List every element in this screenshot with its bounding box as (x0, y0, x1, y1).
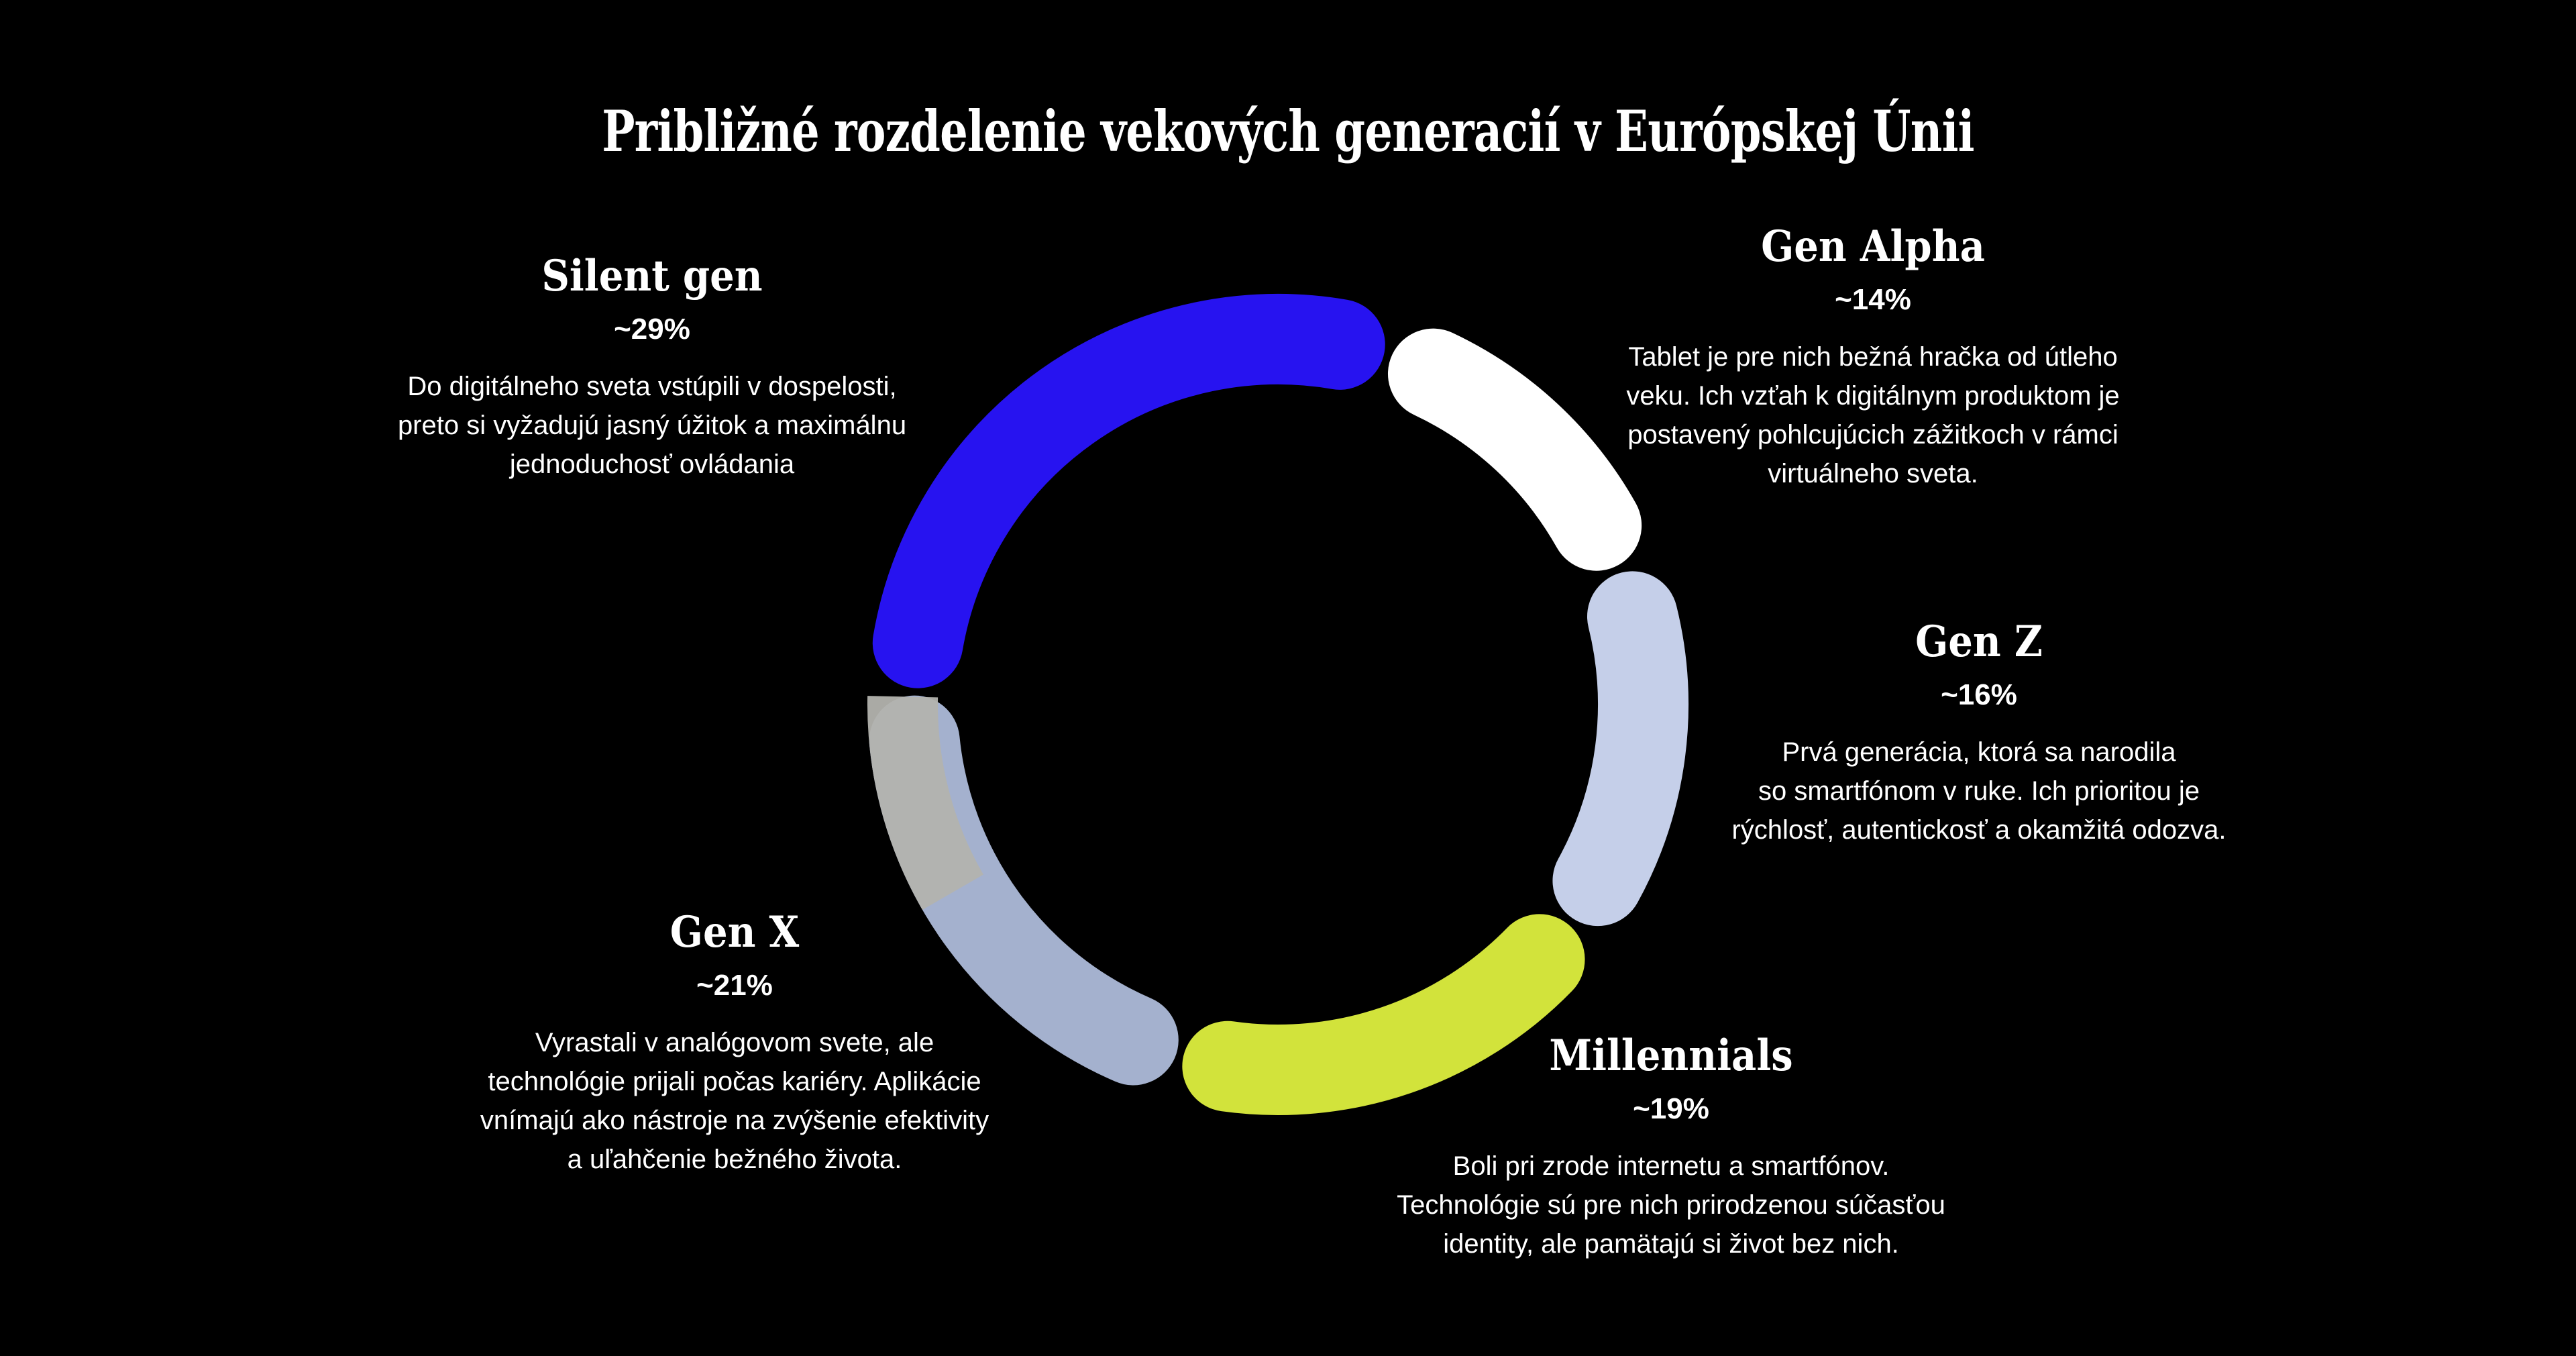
gen-block-gen-alpha: Gen Alpha ~14% Tablet je pre nich bežná … (1538, 225, 2208, 493)
donut-segment-gen-z (1552, 571, 1688, 927)
gen-block-gen-x: Gen X ~21% Vyrastali v analógovom svete,… (399, 911, 1070, 1179)
gen-heading-silent-gen: Silent gen (541, 251, 763, 301)
gen-description-gen-z: Prvá generácia, ktorá sa narodila so sma… (1731, 737, 2226, 845)
gen-description-gen-alpha: Tablet je pre nich bežná hračka od útleh… (1626, 342, 2120, 488)
gen-percent-gen-alpha: ~14% (1835, 283, 1911, 316)
gen-heading-gen-x: Gen X (669, 907, 800, 957)
gen-percent-gen-x: ~21% (696, 969, 773, 1002)
gen-heading-gen-z: Gen Z (1915, 617, 2043, 667)
gen-description-gen-x: Vyrastali v analógovom svete, ale techno… (480, 1027, 989, 1174)
gen-block-silent-gen: Silent gen ~29% Do digitálneho sveta vst… (317, 255, 987, 484)
gen-description-silent-gen: Do digitálneho sveta vstúpili v dospelos… (397, 371, 907, 479)
gen-percent-gen-z: ~16% (1941, 678, 2017, 711)
gray-highlight-band (867, 696, 984, 910)
gen-heading-millennials: Millennials (1549, 1031, 1793, 1081)
gen-heading-gen-alpha: Gen Alpha (1761, 221, 1985, 272)
gen-block-gen-z: Gen Z ~16% Prvá generácia, ktorá sa naro… (1644, 621, 2314, 849)
donut-segment-silent-gen (872, 294, 1385, 688)
page-title: Približné rozdelenie vekových generacií … (602, 98, 1974, 165)
gen-block-millennials: Millennials ~19% Boli pri zrode internet… (1336, 1035, 2006, 1263)
gen-percent-millennials: ~19% (1633, 1092, 1709, 1125)
donut-segment-millennials (1182, 914, 1585, 1115)
donut-chart (835, 262, 1721, 1147)
donut-segment-gen-alpha (1387, 328, 1642, 571)
gen-description-millennials: Boli pri zrode internetu a smartfónov. T… (1397, 1151, 1945, 1259)
gen-percent-silent-gen: ~29% (614, 313, 690, 346)
donut-chart-svg (867, 294, 1688, 1115)
